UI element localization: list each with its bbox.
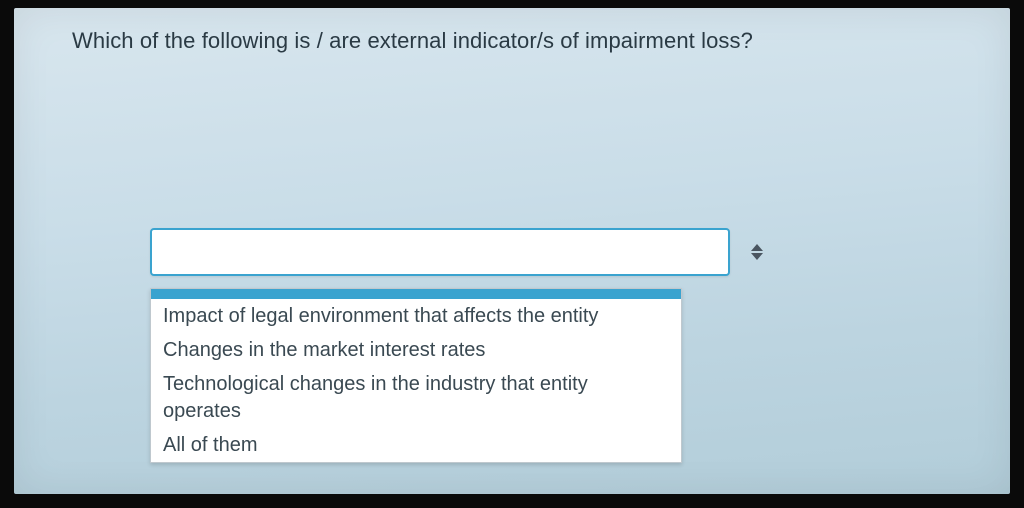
select-stepper-icon[interactable]	[748, 241, 766, 263]
dropdown-option[interactable]: All of them	[151, 428, 681, 462]
answer-select[interactable]	[150, 228, 730, 276]
chevron-up-icon	[751, 244, 763, 251]
answer-dropdown: Impact of legal environment that affects…	[150, 288, 682, 463]
dropdown-option[interactable]: Impact of legal environment that affects…	[151, 299, 681, 333]
chevron-down-icon	[751, 253, 763, 260]
answer-select-wrap: Impact of legal environment that affects…	[150, 228, 730, 276]
question-text: Which of the following is / are external…	[72, 28, 962, 54]
quiz-panel: Which of the following is / are external…	[14, 8, 1010, 494]
dropdown-option[interactable]: Technological changes in the industry th…	[151, 367, 681, 428]
dropdown-highlight-bar	[151, 289, 681, 299]
dropdown-option[interactable]: Changes in the market interest rates	[151, 333, 681, 367]
